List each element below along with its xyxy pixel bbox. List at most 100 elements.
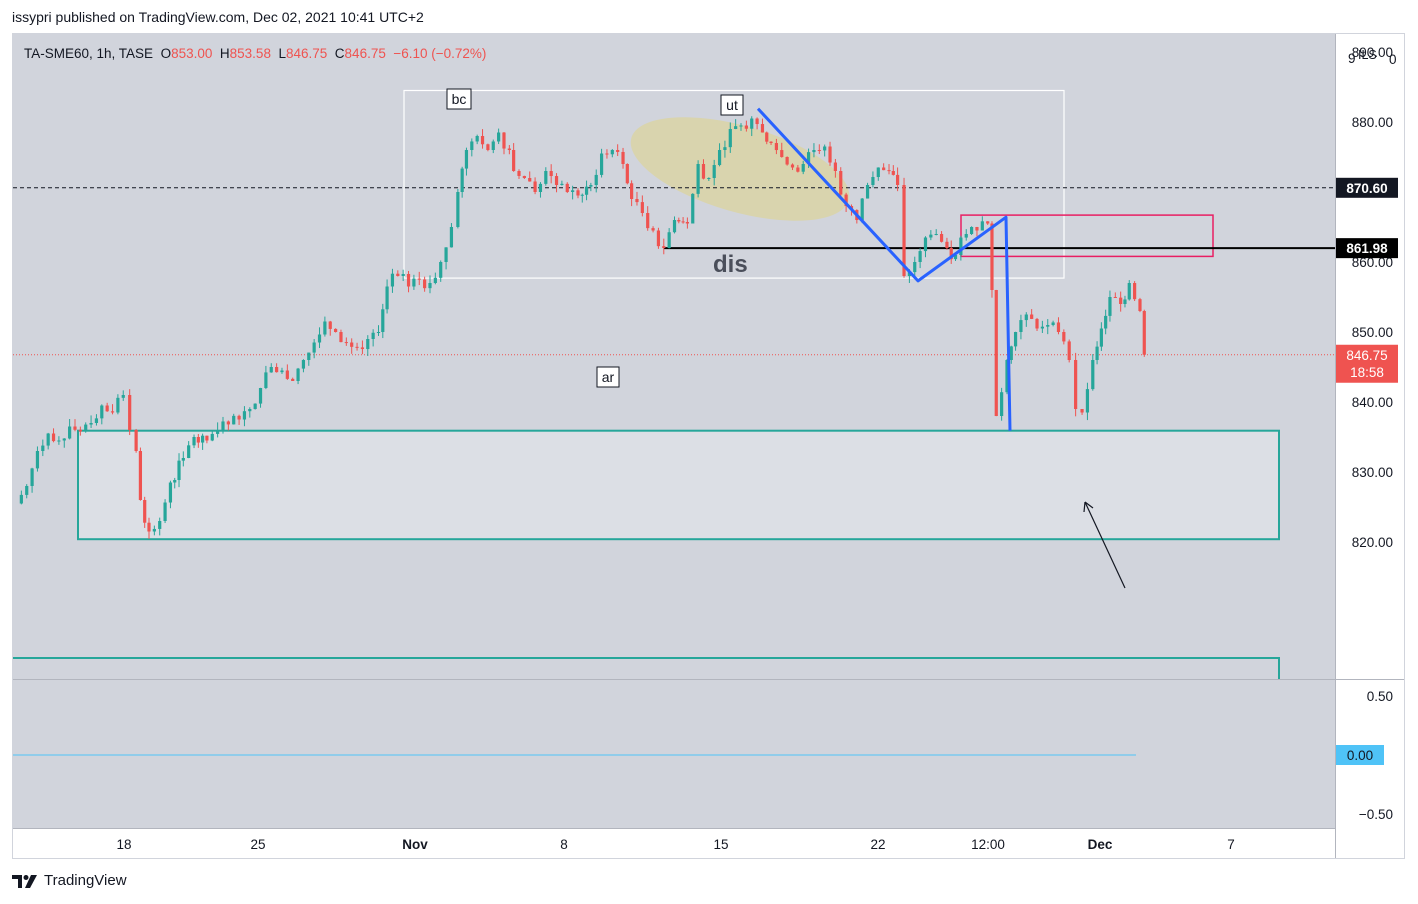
candle-body[interactable] [210, 433, 214, 441]
candle-body[interactable] [470, 141, 474, 150]
candle-body[interactable] [1019, 320, 1023, 332]
candle-body[interactable] [1000, 392, 1004, 416]
candle-body[interactable] [439, 262, 443, 278]
candle-body[interactable] [939, 234, 944, 242]
candle-body[interactable] [417, 278, 421, 280]
candle-body[interactable] [959, 237, 963, 255]
candle-body[interactable] [812, 150, 816, 153]
candle-body[interactable] [672, 220, 677, 233]
candle-body[interactable] [138, 451, 143, 500]
candle-body[interactable] [181, 458, 185, 461]
candle-body[interactable] [677, 220, 681, 222]
candle-body[interactable] [73, 426, 77, 430]
candle-body[interactable] [105, 405, 109, 412]
candle-body[interactable] [1051, 322, 1055, 325]
tradingview-footer[interactable]: TradingView [12, 872, 127, 889]
trading-range-box[interactable] [403, 89, 1065, 279]
candle-body[interactable] [796, 167, 800, 172]
candle-body[interactable] [685, 221, 689, 224]
candle-body[interactable] [707, 178, 711, 179]
candle-body[interactable] [307, 352, 311, 360]
candle-body[interactable] [147, 522, 151, 532]
candle-body[interactable] [25, 486, 29, 495]
candle-body[interactable] [554, 176, 559, 185]
candle-body[interactable] [656, 230, 661, 247]
candle-body[interactable] [1074, 360, 1078, 409]
candle-body[interactable] [828, 146, 832, 163]
candle-body[interactable] [312, 342, 316, 353]
candle-body[interactable] [1091, 360, 1095, 390]
candle-body[interactable] [918, 251, 922, 262]
candle-body[interactable] [860, 198, 864, 220]
candle-body[interactable] [560, 183, 564, 185]
candle-body[interactable] [196, 437, 200, 443]
candle-body[interactable] [538, 183, 543, 192]
candle-body[interactable] [517, 171, 521, 176]
candle-body[interactable] [1005, 360, 1009, 393]
candle-body[interactable] [334, 328, 338, 332]
candle-body[interactable] [1046, 325, 1050, 327]
candle-body[interactable] [616, 150, 620, 152]
candle-body[interactable] [599, 153, 604, 175]
candle-body[interactable] [62, 438, 66, 441]
candle-body[interactable] [964, 234, 968, 238]
candle-body[interactable] [584, 186, 589, 195]
candle-body[interactable] [891, 171, 895, 175]
candle-body[interactable] [1009, 346, 1013, 360]
distribution-path-line[interactable] [756, 107, 1012, 431]
candle-body[interactable] [226, 421, 230, 425]
candle-body[interactable] [68, 426, 72, 439]
candle-body[interactable] [46, 433, 50, 446]
candle-body[interactable] [41, 445, 45, 451]
candle-body[interactable] [497, 132, 501, 142]
candle-body[interactable] [717, 150, 722, 166]
candle-body[interactable] [975, 226, 979, 231]
candle-body[interactable] [882, 167, 886, 171]
arrow-line[interactable] [1084, 501, 1126, 589]
candle-body[interactable] [78, 429, 82, 432]
candle-body[interactable] [143, 500, 147, 523]
candle-body[interactable] [201, 435, 205, 443]
candle-body[interactable] [301, 360, 306, 369]
candle-body[interactable] [258, 388, 263, 404]
candle-body[interactable] [94, 418, 99, 423]
candle-body[interactable] [923, 237, 928, 252]
candle-body[interactable] [428, 283, 432, 289]
candle-body[interactable] [264, 372, 268, 388]
candle-body[interactable] [128, 395, 132, 430]
candle-body[interactable] [833, 162, 837, 171]
candle-body[interactable] [696, 164, 700, 194]
candle-body[interactable] [57, 440, 61, 442]
candle-body[interactable] [934, 234, 938, 235]
candle-body[interactable] [232, 415, 236, 425]
candle-body[interactable] [580, 194, 584, 196]
candle-body[interactable] [744, 125, 748, 129]
candle-body[interactable] [275, 367, 279, 373]
candle-body[interactable] [460, 168, 464, 192]
candle-body[interactable] [1133, 283, 1137, 300]
candle-body[interactable] [507, 148, 511, 150]
candle-body[interactable] [949, 248, 953, 260]
candle-body[interactable] [528, 178, 532, 182]
candle-body[interactable] [385, 286, 389, 310]
candle-body[interactable] [806, 152, 811, 164]
candle-body[interactable] [844, 194, 848, 206]
candle-body[interactable] [621, 151, 625, 164]
candle-body[interactable] [285, 370, 289, 379]
candle-body[interactable] [1013, 332, 1018, 347]
candle-body[interactable] [173, 480, 177, 483]
candle-body[interactable] [216, 430, 220, 434]
candle-body[interactable] [1035, 318, 1039, 329]
candle-body[interactable] [1099, 328, 1103, 347]
candle-body[interactable] [502, 132, 506, 149]
candle-body[interactable] [681, 221, 685, 223]
candle-body[interactable] [610, 150, 614, 155]
candle-body[interactable] [691, 193, 695, 224]
candle-body[interactable] [712, 165, 716, 178]
candle-body[interactable] [1119, 297, 1123, 304]
candle-body[interactable] [571, 190, 575, 192]
candle-body[interactable] [35, 451, 40, 469]
candle-body[interactable] [280, 370, 284, 373]
candle-body[interactable] [296, 368, 300, 381]
candle-body[interactable] [755, 118, 759, 125]
